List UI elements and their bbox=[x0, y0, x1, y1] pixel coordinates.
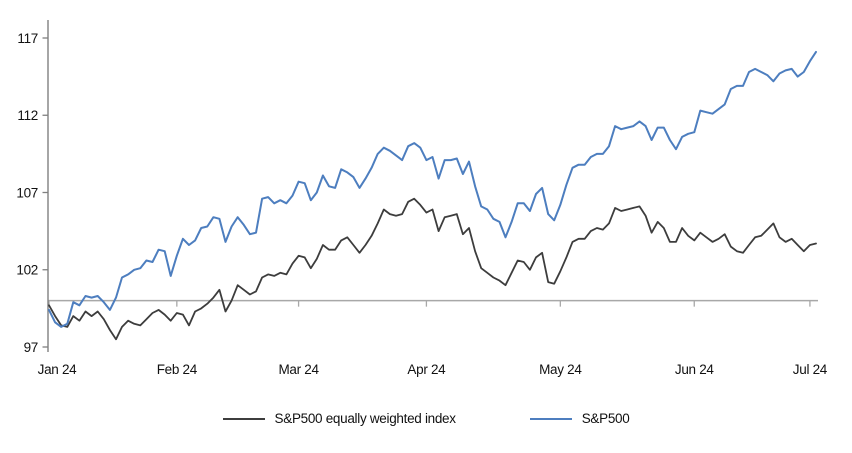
legend-label-sp500: S&P500 bbox=[581, 411, 630, 426]
sp500-equal-weight-line bbox=[48, 197, 817, 341]
sp500-ew-line-swatch-icon bbox=[222, 417, 265, 420]
legend-item-sp500-ew: S&P500 equally weighted index bbox=[222, 411, 456, 426]
x-tick-label: Apr 24 bbox=[407, 362, 446, 377]
sp500-line bbox=[48, 50, 817, 328]
x-tick-label: Feb 24 bbox=[157, 362, 198, 377]
sp500-line-swatch-icon bbox=[529, 417, 572, 420]
x-tick-label: Jul 24 bbox=[793, 362, 828, 377]
x-tick-label: Jan 24 bbox=[38, 362, 78, 377]
y-tick-label: 102 bbox=[16, 263, 38, 278]
y-tick-label: 112 bbox=[17, 108, 38, 123]
y-tick-label: 117 bbox=[17, 31, 38, 46]
x-tick-label: May 24 bbox=[539, 362, 582, 377]
y-tick-label: 97 bbox=[24, 340, 38, 355]
x-tick-label: Jun 24 bbox=[675, 362, 715, 377]
legend-item-sp500: S&P500 bbox=[529, 411, 630, 426]
y-tick-label: 107 bbox=[16, 185, 38, 200]
x-tick-label: Mar 24 bbox=[278, 362, 319, 377]
legend-label-sp500-ew: S&P500 equally weighted index bbox=[274, 411, 456, 426]
chart-legend: S&P500 equally weighted index S&P500 bbox=[0, 411, 852, 426]
